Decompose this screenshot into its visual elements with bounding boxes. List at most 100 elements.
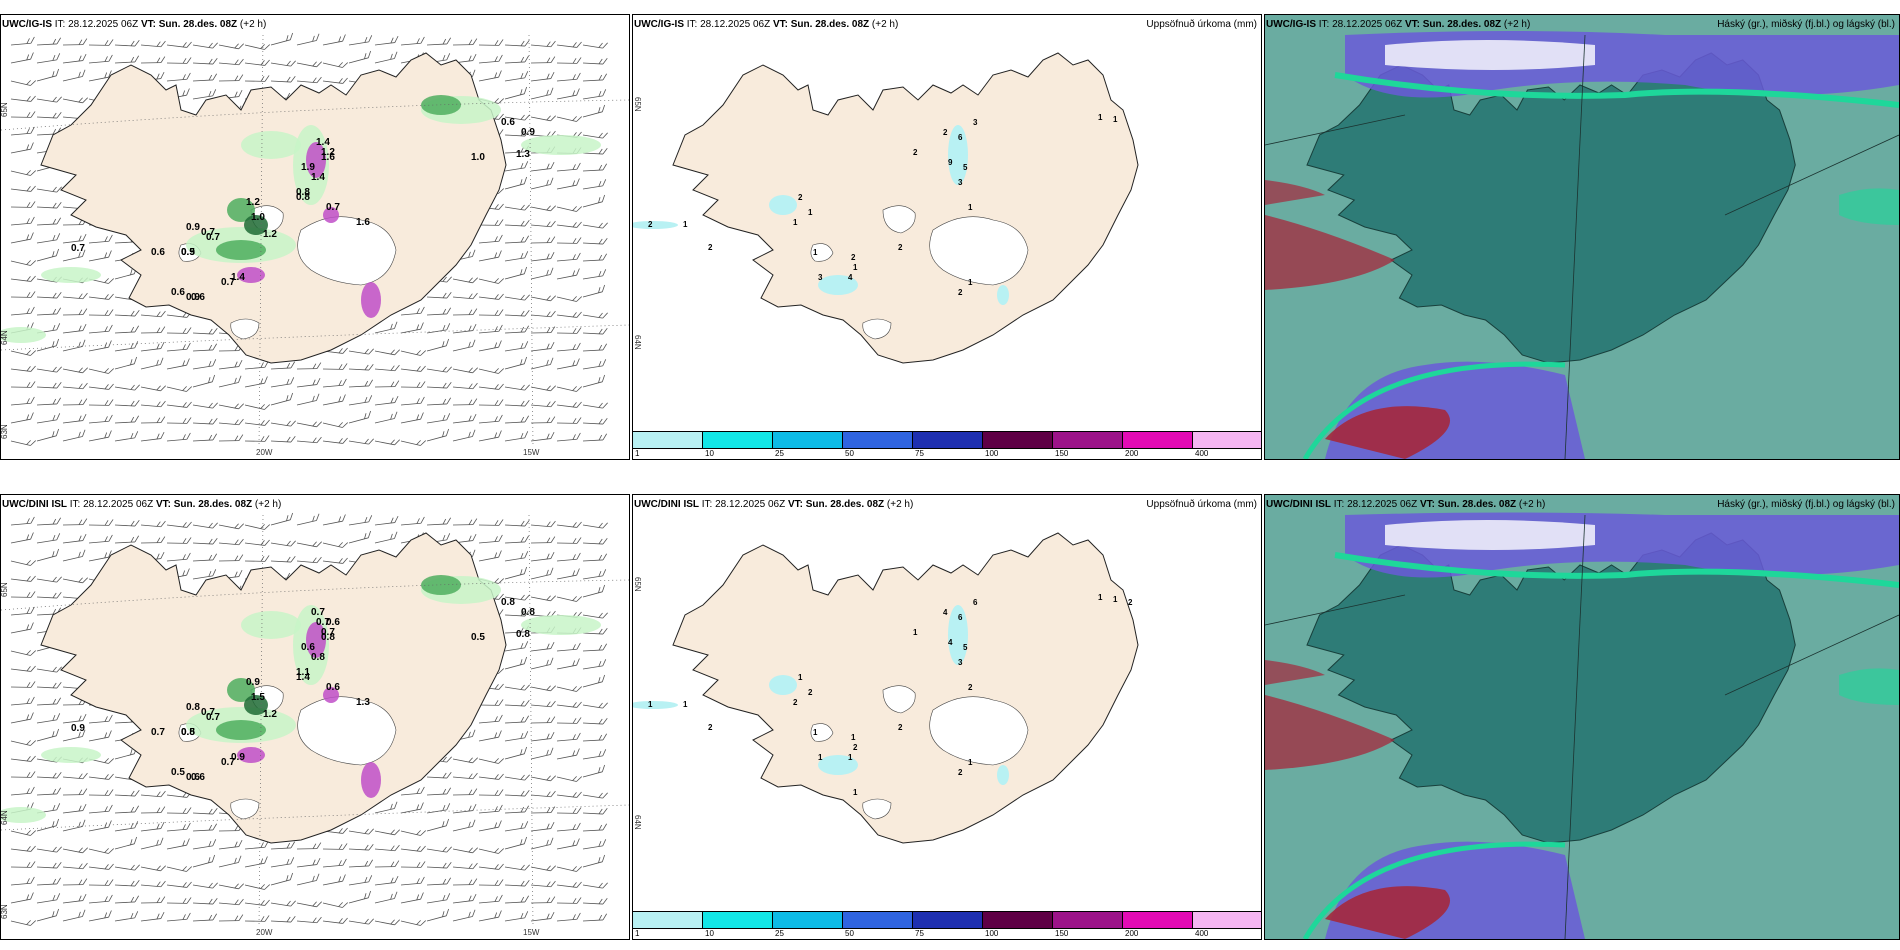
wind-barb — [504, 431, 529, 442]
lat-label: 64N — [633, 815, 642, 830]
wind-barb — [582, 402, 608, 409]
precip-area — [323, 207, 339, 223]
wind-barb — [556, 162, 581, 172]
wind-barb — [478, 820, 502, 832]
colorbar-tick: 25 — [775, 929, 784, 938]
wind-barb — [478, 848, 505, 854]
lead-time: (+2 h) — [254, 499, 282, 510]
wind-barb — [62, 862, 88, 870]
precip-value: 1.0 — [251, 212, 265, 223]
wind-barb — [62, 308, 88, 316]
it-label: IT: — [1333, 499, 1345, 510]
wind-barb — [36, 862, 62, 869]
wind-barb — [62, 909, 86, 922]
wind-barb — [582, 913, 607, 922]
wind-barb — [218, 434, 244, 442]
wind-barb — [10, 650, 37, 656]
wind-barb — [218, 839, 243, 850]
wind-barb — [478, 879, 504, 886]
wind-barb — [62, 803, 87, 814]
panel-header: UWC/IG-IS IT: 28.12.2025 06Z VT: Sun. 28… — [1, 17, 266, 33]
wind-barb — [556, 268, 580, 280]
lat-label: 63N — [1, 904, 9, 919]
wind-barb — [114, 520, 140, 527]
cloud-edge — [1839, 668, 1899, 705]
precip-area — [227, 678, 255, 702]
wind-barb — [556, 807, 582, 814]
accum-value: 6 — [973, 598, 978, 607]
wind-barb — [530, 731, 555, 742]
wind-barb — [530, 896, 556, 904]
wind-barb — [504, 341, 529, 352]
wind-barb — [140, 806, 166, 814]
wind-barb — [478, 234, 503, 244]
wind-barb — [374, 411, 398, 424]
wind-barb — [296, 61, 322, 68]
wind-barb — [478, 368, 505, 374]
wind-barb — [36, 787, 61, 796]
it-label: IT: — [54, 19, 66, 30]
wind-barb — [192, 418, 218, 425]
wind-barb — [140, 536, 166, 544]
wind-barb — [166, 912, 191, 922]
wind-barb — [400, 802, 424, 814]
wind-barb — [244, 915, 270, 922]
wind-barb — [504, 235, 529, 244]
low-cloud — [1265, 660, 1325, 685]
wind-barb — [114, 400, 140, 407]
precip-area — [323, 687, 339, 703]
accum-value: 2 — [793, 698, 798, 707]
lead-time: (+2 h) — [871, 19, 899, 30]
wind-barb — [192, 58, 218, 65]
vt-value: Sun. 28.des. 08Z — [1422, 19, 1502, 30]
wind-barb — [296, 916, 322, 924]
accum-value: 2 — [968, 683, 973, 692]
high-cloud-core — [1385, 520, 1595, 550]
wind-barb — [244, 419, 270, 426]
wind-barb — [478, 519, 504, 526]
wind-barb — [556, 72, 581, 82]
colorbar-swatch — [1123, 432, 1193, 448]
precip-value: 0.8 — [296, 192, 310, 203]
wind-barb — [582, 854, 606, 868]
wind-barb — [530, 40, 556, 48]
wind-barb — [270, 841, 295, 850]
wind-barb — [504, 911, 529, 922]
low-cloud — [1265, 215, 1395, 290]
wind-barb — [582, 733, 607, 742]
wind-barb — [244, 555, 270, 562]
accum-area — [948, 605, 968, 665]
wind-barb — [88, 399, 114, 406]
wind-barb — [114, 864, 140, 871]
wind-barb — [322, 874, 346, 886]
wind-barb — [10, 216, 35, 226]
colorbar-swatch — [633, 432, 703, 448]
wind-barb — [114, 821, 139, 832]
wind-barb — [88, 340, 112, 352]
accum-value: 2 — [958, 288, 963, 297]
model-name: UWC/DINI ISL — [2, 499, 67, 510]
wind-barb — [530, 326, 556, 334]
wind-barb — [322, 394, 346, 406]
wind-barb — [296, 842, 322, 850]
wind-barb — [62, 788, 88, 796]
wind-barb — [322, 917, 348, 924]
wind-barb — [322, 378, 347, 388]
wind-barb — [10, 185, 36, 192]
map-canvas — [1265, 15, 1899, 459]
wind-barb — [504, 55, 529, 64]
wind-barb — [400, 365, 426, 372]
precip-area — [241, 131, 301, 159]
precip-value: 1.1 — [296, 667, 310, 678]
wind-barb — [270, 872, 294, 886]
wind-barb — [244, 856, 268, 868]
wind-barb — [478, 250, 502, 262]
wind-barb — [114, 55, 139, 64]
wind-barb — [582, 73, 607, 82]
wind-barb — [88, 324, 113, 334]
wind-barb — [10, 381, 36, 388]
precip-value: 0.7 — [221, 757, 235, 768]
wind-barb — [36, 548, 60, 562]
